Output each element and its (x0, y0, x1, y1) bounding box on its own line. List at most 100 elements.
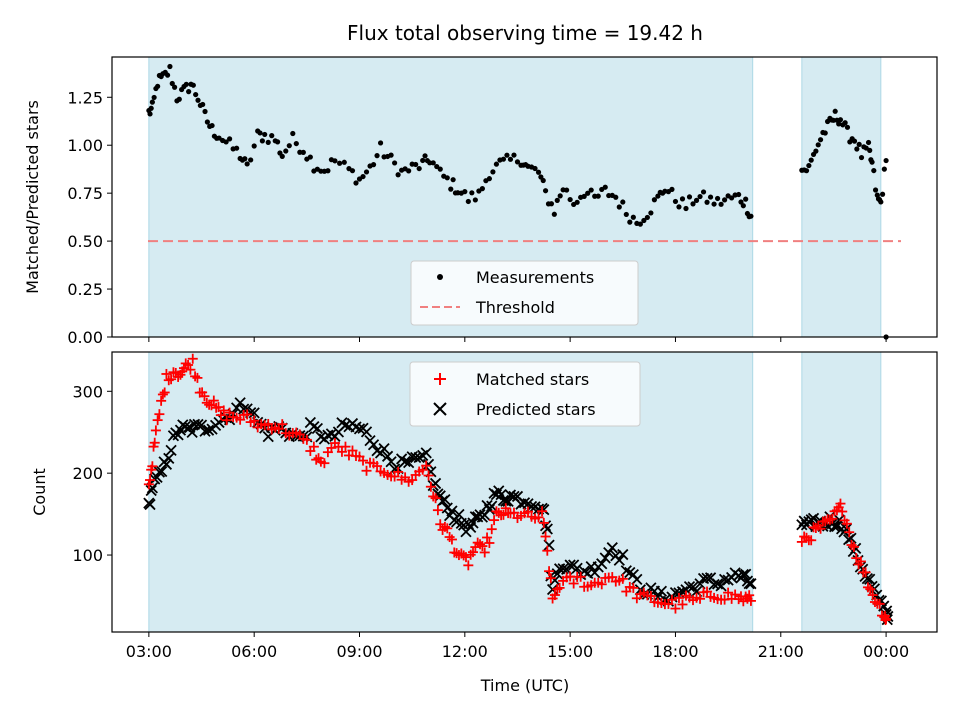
measurement-point (262, 131, 268, 138)
predicted-star-marker (360, 426, 373, 438)
measurement-point (388, 152, 394, 158)
measurement-point (803, 168, 810, 174)
matched-star-marker (475, 539, 486, 550)
measurement-point (574, 199, 580, 205)
measurement-point (711, 201, 717, 207)
matched-star-marker (407, 475, 418, 486)
measurement-point (548, 201, 555, 207)
matched-star-marker (544, 566, 555, 577)
matched-star-marker (824, 514, 835, 525)
matched-star-marker (540, 531, 551, 542)
bottom-y-tick-label: 200 (72, 464, 103, 483)
matched-star-marker (537, 506, 548, 517)
matched-star-marker (432, 505, 443, 516)
predicted-star-marker (557, 563, 569, 575)
legend-predicted-marker (433, 402, 447, 416)
predicted-star-marker (631, 573, 643, 586)
measurement-point (422, 153, 428, 159)
measurement-point (259, 138, 265, 144)
matched-star-marker (393, 466, 404, 477)
measurement-point (651, 197, 657, 203)
matched-star-marker (199, 391, 210, 402)
measurement-point (286, 143, 292, 149)
measurement-point (413, 161, 419, 168)
measurement-point (193, 91, 199, 98)
predicted-star-marker (538, 503, 550, 516)
matched-star-marker (185, 364, 196, 375)
x-tick-label: 21:00 (758, 642, 804, 661)
measurement-point (374, 153, 380, 159)
measurement-point (293, 140, 299, 147)
measurement-point (641, 217, 647, 224)
predicted-star-marker (807, 512, 820, 524)
measurement-point (867, 147, 873, 153)
measurement-point (567, 196, 573, 203)
measurement-point (718, 201, 724, 207)
matched-star-marker (180, 358, 191, 369)
measurement-point (743, 196, 749, 202)
matched-star-marker (319, 458, 330, 469)
measurement-point (479, 186, 485, 192)
matched-star-marker (493, 507, 504, 518)
matched-star-marker (538, 517, 549, 528)
measurement-point (341, 159, 347, 165)
count-panel: 100 200 300 03:00 06:00 09:00 12:00 15:00 18:00… (30, 351, 938, 695)
measurement-point (595, 193, 601, 199)
matched-star-marker (372, 461, 383, 472)
measurement-point (223, 139, 229, 145)
matched-star-marker (523, 506, 534, 517)
measurement-point (676, 204, 682, 210)
matched-star-marker (347, 445, 358, 456)
matched-star-marker (723, 587, 734, 598)
bottom-y-tick-label: 100 (72, 546, 103, 565)
measurement-point (472, 197, 478, 203)
matched-star-marker (498, 509, 509, 520)
predicted-star-marker (160, 458, 173, 470)
measurement-point (630, 214, 636, 220)
matched-star-marker (575, 571, 586, 582)
measurement-point (542, 188, 549, 194)
matched-star-marker (157, 389, 168, 400)
measurement-point (395, 172, 401, 178)
measurement-point (722, 197, 728, 203)
matched-star-marker (628, 582, 639, 593)
measurement-point (283, 148, 289, 154)
predicted-star-marker (339, 419, 352, 431)
measurement-point (564, 187, 570, 193)
matched-star-marker (554, 582, 565, 593)
matched-star-marker (166, 374, 177, 385)
measurement-point (623, 211, 629, 218)
legend-matched-label: Matched stars (476, 370, 589, 389)
predicted-star-marker (564, 559, 576, 571)
measurement-point (700, 189, 707, 195)
measurement-point (869, 159, 875, 165)
measurement-point (865, 139, 872, 146)
measurement-point (540, 177, 546, 184)
measurement-point (729, 195, 735, 201)
matched-star-marker (855, 556, 866, 567)
measurement-point (209, 122, 215, 129)
matched-star-marker (183, 359, 194, 370)
predicted-star-marker (500, 495, 512, 507)
predicted-star-marker (743, 577, 755, 590)
top-y-tick-label: 1.25 (67, 88, 103, 107)
measurement-point (274, 139, 281, 145)
measurement-point (465, 198, 471, 205)
measurement-point (813, 148, 819, 154)
matched-star-marker (860, 567, 871, 578)
measurement-point (392, 160, 398, 166)
measurement-point (551, 211, 557, 217)
matched-star-marker (143, 479, 154, 490)
predicted-star-marker (353, 423, 366, 435)
matched-star-marker (815, 523, 826, 534)
x-tick-label: 18:00 (652, 642, 698, 661)
measurement-point (307, 154, 313, 160)
measurement-point (637, 221, 643, 227)
legend-predicted-label: Predicted stars (476, 400, 596, 419)
matched-star-marker (881, 613, 892, 624)
predicted-star-marker (199, 425, 211, 437)
measurement-point (879, 191, 886, 197)
matched-star-marker (277, 419, 288, 430)
matched-star-marker (425, 481, 436, 492)
